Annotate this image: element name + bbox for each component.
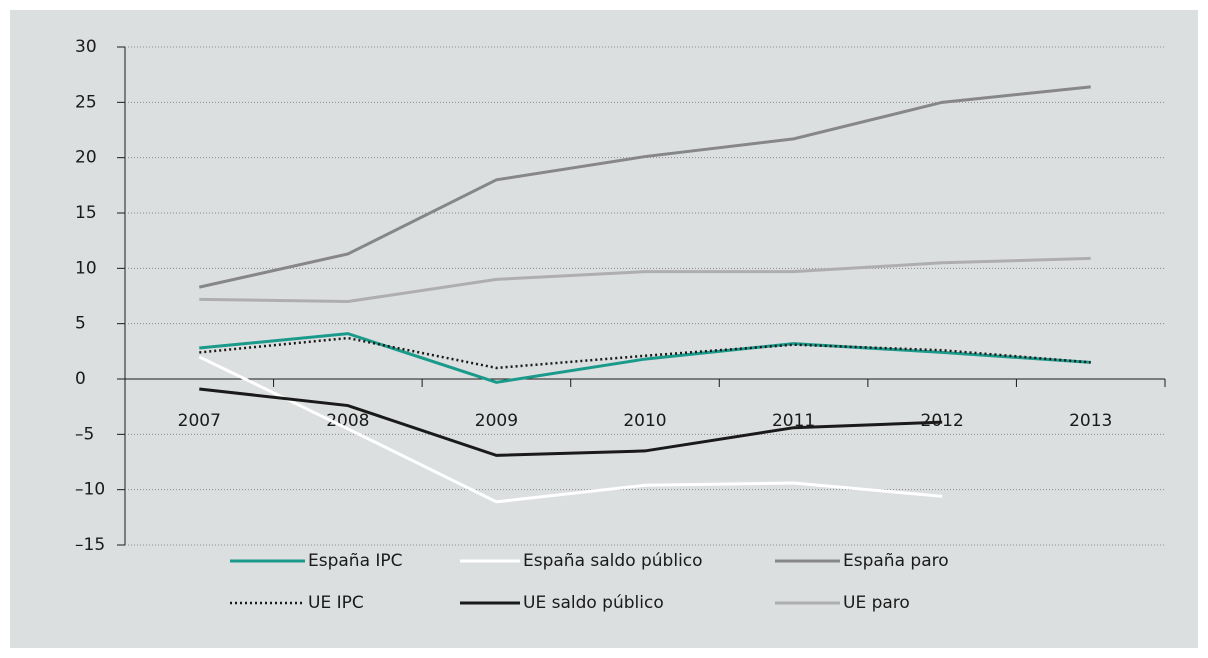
y-tick-label: –5 [75,424,94,444]
legend-label: UE IPC [308,593,364,613]
series-line [199,256,1091,304]
x-tick-label: 2010 [623,411,666,431]
y-tick-label: 25 [75,92,97,112]
legend-label: España IPC [308,551,403,571]
chart-background [10,10,1198,648]
y-tick-label: 10 [75,258,97,278]
series-line [199,332,1091,384]
x-tick-label: 2013 [1069,411,1112,431]
x-tick-label: 2007 [178,411,221,431]
y-tick-label: 30 [75,37,97,57]
legend-label: UE paro [843,593,910,613]
y-tick-label: –15 [75,535,105,555]
series-line [199,387,943,457]
x-tick-label: 2012 [921,411,964,431]
series-line [198,355,943,504]
y-tick-label: 20 [75,148,97,168]
x-tick-label: 2009 [475,411,518,431]
x-tick-label: 2008 [326,411,369,431]
y-tick-label: 15 [75,203,97,223]
legend-label: España saldo público [523,551,703,571]
y-tick-label: 0 [75,369,86,389]
series-line [198,85,1091,289]
y-tick-label: 5 [75,314,86,334]
y-tick-label: –10 [75,480,105,500]
legend-label: España paro [843,551,949,571]
legend-label: UE saldo público [523,593,664,613]
